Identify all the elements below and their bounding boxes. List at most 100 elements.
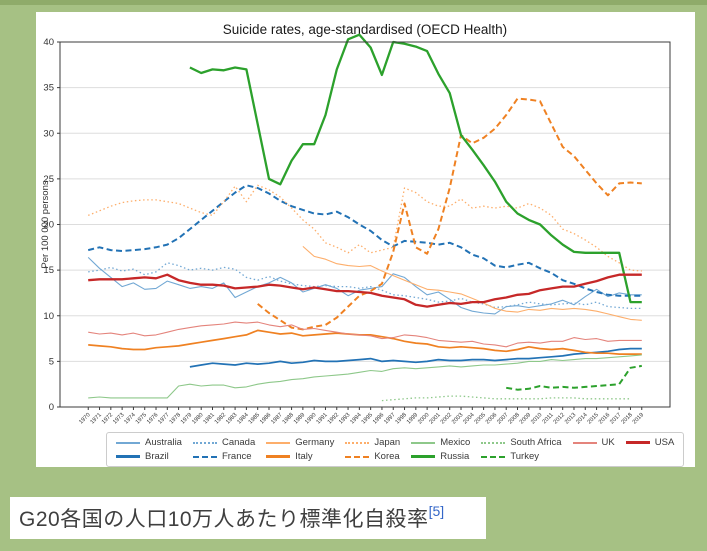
suicide-rates-figure: Suicide rates, age-standardised (OECD He…: [36, 12, 695, 467]
xtick-label-1973: 1973: [112, 412, 125, 425]
ytick-label-0: 0: [49, 402, 54, 413]
australia-line-swatch: [116, 441, 140, 444]
legend-item-japan: Japan: [345, 437, 400, 448]
xtick-label-2008: 2008: [508, 412, 521, 425]
xtick-label-2011: 2011: [542, 412, 555, 425]
xtick-label-1988: 1988: [282, 412, 295, 425]
xtick-label-1980: 1980: [191, 412, 204, 425]
xtick-label-1985: 1985: [248, 412, 261, 425]
usa-line-swatch: [625, 441, 650, 444]
ytick-label-10: 10: [43, 311, 54, 322]
xtick-label-2002: 2002: [440, 412, 453, 425]
xtick-label-1991: 1991: [316, 412, 329, 425]
legend-label-canada: Canada: [221, 437, 256, 448]
legend-label-usa: USA: [654, 437, 675, 448]
series-line-germany: [302, 245, 642, 321]
legend-label-australia: Australia: [145, 437, 182, 448]
series-line-south-africa: [381, 395, 631, 402]
xtick-label-2016: 2016: [598, 412, 611, 425]
legend-item-south-africa: South Africa: [481, 437, 562, 448]
xtick-label-2019: 2019: [632, 412, 645, 425]
series-line-italy: [88, 329, 642, 355]
legend-item-russia: Russia: [411, 451, 470, 462]
caption-bar: G20各国の人口10万人あたり標準化自殺率 [5]: [10, 497, 486, 539]
turkey-line-swatch: [481, 455, 506, 458]
legend-label-brazil: Brazil: [145, 451, 169, 462]
xtick-label-2014: 2014: [575, 412, 589, 426]
xtick-label-1992: 1992: [327, 412, 340, 425]
series-line-australia: [87, 257, 642, 315]
xtick-label-1989: 1989: [293, 412, 306, 425]
legend-label-russia: Russia: [440, 451, 470, 462]
xtick-label-1996: 1996: [372, 412, 385, 425]
legend-item-brazil: Brazil: [116, 451, 182, 462]
xtick-label-1984: 1984: [236, 412, 250, 426]
ytick-label-35: 35: [43, 83, 54, 94]
germany-line-swatch: [266, 441, 291, 444]
xtick-label-2007: 2007: [496, 412, 509, 425]
xtick-label-2004: 2004: [462, 412, 476, 426]
page-top-edge: [0, 0, 707, 5]
xtick-label-1983: 1983: [225, 412, 238, 425]
legend-label-korea: Korea: [374, 451, 400, 462]
legend-label-mexico: Mexico: [440, 437, 471, 448]
legend-item-turkey: Turkey: [481, 451, 561, 462]
y-axis-label: Per 100 000 persons: [40, 180, 51, 268]
south-africa-line-swatch: [481, 441, 506, 444]
xtick-label-2018: 2018: [621, 412, 634, 425]
uk-line-swatch: [572, 441, 597, 444]
xtick-label-1979: 1979: [180, 412, 193, 425]
series-line-korea: [257, 97, 642, 331]
italy-line-swatch: [266, 455, 291, 458]
xtick-label-1998: 1998: [395, 412, 408, 425]
series-line-turkey: [506, 364, 642, 391]
france-line-swatch: [192, 455, 217, 458]
xtick-label-2001: 2001: [428, 412, 441, 425]
line-chart: 0 5 10 15 20 25 30 35 40 197019711972197319741975…: [40, 33, 671, 426]
caption-text: G20各国の人口10万人あたり標準化自殺率: [19, 508, 429, 531]
legend-label-japan: Japan: [374, 437, 401, 448]
legend-item-australia: Australia: [116, 437, 182, 448]
legend-item-korea: Korea: [345, 451, 400, 462]
xtick-label-1970: 1970: [78, 412, 91, 425]
ytick-label-30: 30: [43, 128, 54, 139]
ytick-label-40: 40: [43, 37, 54, 48]
legend-item-france: France: [192, 451, 255, 462]
legend-item-usa: USA: [625, 437, 675, 448]
xtick-label-1974: 1974: [123, 412, 137, 426]
xtick-label-1971: 1971: [90, 412, 103, 425]
series-line-russia: [189, 33, 642, 304]
plot-frame: [59, 41, 671, 408]
russia-line-swatch: [411, 455, 436, 458]
legend-item-canada: Canada: [192, 437, 256, 448]
ytick-label-5: 5: [49, 356, 54, 367]
series-line-canada: [88, 262, 642, 310]
xtick-label-1997: 1997: [383, 412, 396, 425]
legend-item-mexico: Mexico: [411, 437, 470, 448]
xtick-label-1987: 1987: [270, 412, 283, 425]
chart-legend: Australia Canada Germany Japan Mexico South A…: [106, 432, 685, 467]
xtick-label-1972: 1972: [101, 412, 114, 425]
legend-label-uk: UK: [601, 437, 615, 448]
xtick-label-2009: 2009: [519, 412, 532, 425]
ytick-label-15: 15: [43, 265, 54, 276]
xtick-label-1982: 1982: [214, 412, 227, 425]
xtick-label-2013: 2013: [564, 412, 577, 425]
canada-line-swatch: [192, 441, 217, 444]
xtick-label-1975: 1975: [135, 412, 148, 425]
series-line-mexico: [88, 354, 642, 399]
xtick-label-2003: 2003: [451, 412, 464, 425]
xtick-label-2006: 2006: [485, 412, 498, 425]
series-line-usa: [88, 273, 642, 308]
xtick-label-1999: 1999: [406, 412, 419, 425]
legend-item-uk: UK: [572, 437, 615, 448]
korea-line-swatch: [345, 455, 370, 458]
series-line-uk: [88, 321, 642, 348]
xtick-label-1981: 1981: [203, 412, 216, 425]
series-line-brazil: [189, 347, 642, 368]
xtick-label-1977: 1977: [157, 412, 170, 425]
legend-label-south-africa: South Africa: [510, 437, 562, 448]
xtick-label-2000: 2000: [417, 412, 430, 425]
legend-item-germany: Germany: [266, 437, 334, 448]
legend-label-turkey: Turkey: [510, 451, 539, 462]
